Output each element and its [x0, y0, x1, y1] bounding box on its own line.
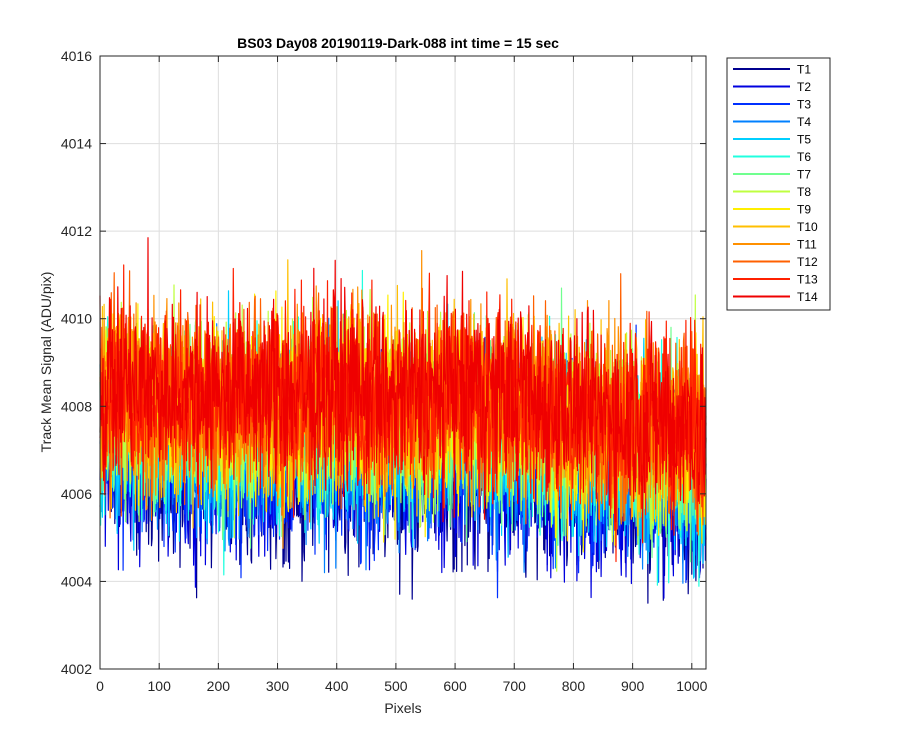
x-tick-label: 100: [148, 678, 172, 694]
y-axis-label: Track Mean Signal (ADU/pix): [38, 272, 54, 453]
series-group: [99, 237, 707, 604]
y-tick-label: 4006: [61, 486, 92, 502]
legend-label-t5: T5: [797, 133, 811, 147]
legend-label-t1: T1: [797, 63, 811, 77]
legend-label-t3: T3: [797, 98, 811, 112]
legend-label-t6: T6: [797, 150, 811, 164]
y-tick-label: 4014: [61, 136, 92, 152]
legend-box: [726, 57, 831, 311]
x-axis-label: Pixels: [384, 700, 421, 716]
y-tick-label: 4008: [61, 398, 92, 414]
y-tick-label: 4010: [61, 311, 92, 327]
legend-label-t9: T9: [797, 203, 811, 217]
chart-title: BS03 Day08 20190119-Dark-088 int time = …: [237, 35, 559, 51]
legend: T1 T2 T3 T4 T5 T6 T7 T8 T9 T10 T11 T12 T13 T14: [726, 57, 831, 311]
legend-label-t10: T10: [797, 220, 818, 234]
axis-ticks: 0 100 200 300 400 500 600 700 800 900 1000 4002 4004…: [61, 48, 708, 694]
x-tick-label: 900: [621, 678, 645, 694]
legend-label-t2: T2: [797, 80, 811, 94]
legend-label-t13: T13: [797, 273, 818, 287]
y-tick-label: 4002: [61, 661, 92, 677]
y-tick-label: 4012: [61, 223, 92, 239]
legend-label-t4: T4: [797, 115, 811, 129]
x-tick-label: 500: [384, 678, 408, 694]
y-tick-label: 4004: [61, 573, 92, 589]
legend-label-t11: T11: [797, 238, 817, 252]
x-tick-label: 800: [562, 678, 586, 694]
x-tick-label: 200: [207, 678, 231, 694]
x-tick-label: 400: [325, 678, 349, 694]
x-tick-label: 0: [96, 678, 104, 694]
plot-area-frame: [99, 55, 707, 670]
y-tick-label: 4016: [61, 48, 92, 64]
x-tick-label: 1000: [676, 678, 707, 694]
legend-label-t8: T8: [797, 185, 811, 199]
x-tick-label: 600: [443, 678, 467, 694]
series-line-t14: [99, 237, 707, 544]
legend-label-t14: T14: [797, 290, 818, 304]
x-tick-label: 700: [503, 678, 527, 694]
legend-label-t7: T7: [797, 168, 811, 182]
legend-label-t12: T12: [797, 255, 818, 269]
x-tick-label: 300: [266, 678, 290, 694]
